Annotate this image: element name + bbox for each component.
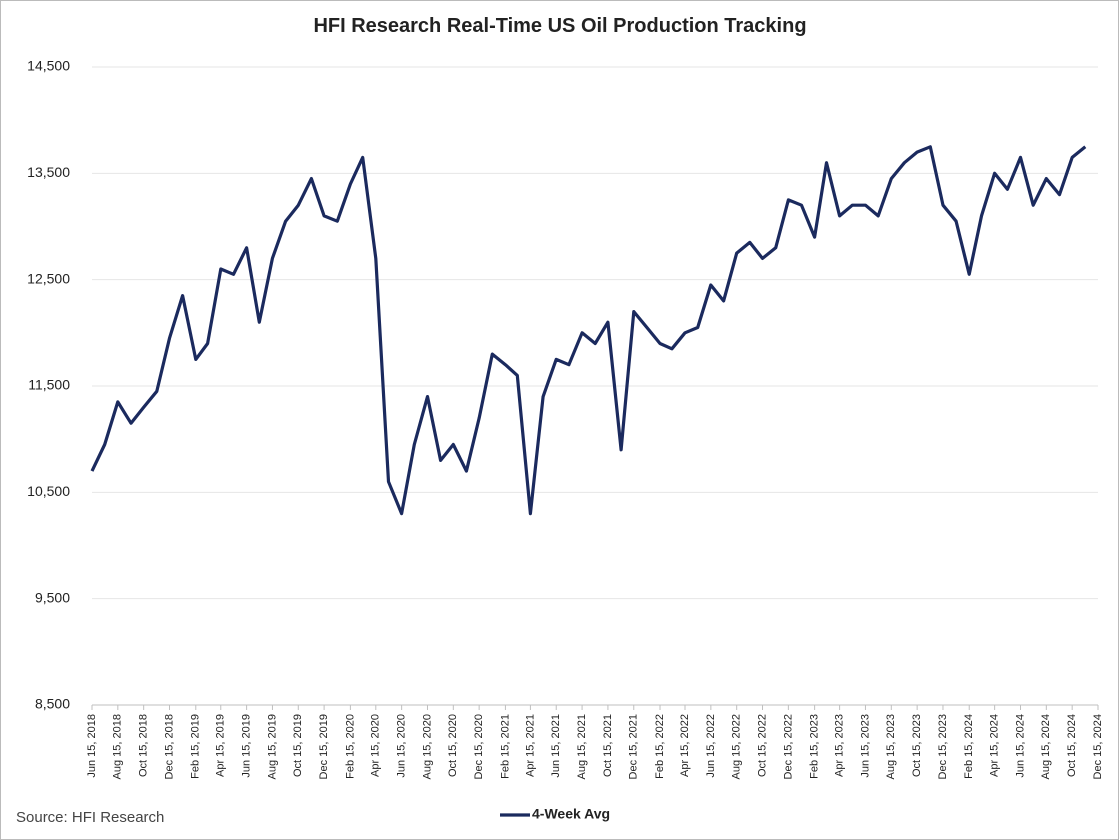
x-tick-label: Dec 15, 2022 bbox=[782, 714, 794, 779]
x-tick-label: Jun 15, 2021 bbox=[550, 714, 562, 778]
x-tick-label: Apr 15, 2022 bbox=[679, 714, 691, 777]
x-tick-label: Apr 15, 2019 bbox=[215, 714, 227, 777]
x-tick-label: Oct 15, 2022 bbox=[756, 714, 768, 777]
x-tick-label: Feb 15, 2022 bbox=[654, 714, 666, 779]
x-tick-label: Feb 15, 2024 bbox=[963, 714, 975, 779]
y-tick-label: 9,500 bbox=[35, 589, 70, 605]
x-tick-label: Aug 15, 2021 bbox=[576, 714, 588, 779]
x-tick-label: Feb 15, 2023 bbox=[809, 714, 821, 779]
x-tick-label: Apr 15, 2021 bbox=[524, 714, 536, 777]
x-tick-label: Oct 15, 2018 bbox=[138, 714, 150, 777]
x-tick-label: Feb 15, 2019 bbox=[190, 714, 202, 779]
x-tick-label: Feb 15, 2021 bbox=[499, 714, 511, 779]
source-note: Source: HFI Research bbox=[16, 809, 164, 826]
x-tick-label: Aug 15, 2024 bbox=[1040, 714, 1052, 779]
x-tick-label: Oct 15, 2024 bbox=[1066, 714, 1078, 777]
x-tick-label: Jun 15, 2022 bbox=[705, 714, 717, 778]
x-tick-label: Aug 15, 2020 bbox=[421, 714, 433, 779]
chart-title: HFI Research Real-Time US Oil Production… bbox=[313, 15, 806, 37]
legend-label: 4-Week Avg bbox=[532, 806, 610, 822]
x-tick-label: Jun 15, 2024 bbox=[1014, 714, 1026, 778]
x-tick-label: Jun 15, 2019 bbox=[241, 714, 253, 778]
x-tick-label: Apr 15, 2024 bbox=[989, 714, 1001, 777]
x-tick-label: Dec 15, 2019 bbox=[318, 714, 330, 779]
x-tick-label: Aug 15, 2022 bbox=[731, 714, 743, 779]
x-tick-label: Dec 15, 2021 bbox=[628, 714, 640, 779]
x-tick-label: Jun 15, 2018 bbox=[86, 714, 98, 778]
x-tick-label: Apr 15, 2023 bbox=[834, 714, 846, 777]
x-tick-label: Aug 15, 2023 bbox=[885, 714, 897, 779]
x-tick-label: Oct 15, 2020 bbox=[447, 714, 459, 777]
x-tick-label: Jun 15, 2023 bbox=[859, 714, 871, 778]
x-tick-label: Aug 15, 2019 bbox=[266, 714, 278, 779]
x-tick-label: Dec 15, 2024 bbox=[1092, 714, 1104, 779]
y-tick-label: 12,500 bbox=[27, 270, 70, 286]
x-tick-label: Dec 15, 2018 bbox=[163, 714, 175, 779]
y-tick-label: 8,500 bbox=[35, 696, 70, 712]
y-tick-label: 10,500 bbox=[27, 483, 70, 499]
y-tick-label: 11,500 bbox=[28, 377, 70, 393]
data-line bbox=[90, 145, 1087, 516]
x-tick-label: Aug 15, 2018 bbox=[112, 714, 124, 779]
x-tick-label: Oct 15, 2023 bbox=[911, 714, 923, 777]
x-tick-label: Dec 15, 2023 bbox=[937, 714, 949, 779]
x-tick-label: Oct 15, 2021 bbox=[602, 714, 614, 777]
x-tick-label: Dec 15, 2020 bbox=[473, 714, 485, 779]
x-tick-label: Apr 15, 2020 bbox=[370, 714, 382, 777]
y-tick-label: 14,500 bbox=[27, 58, 70, 74]
x-tick-label: Feb 15, 2020 bbox=[344, 714, 356, 779]
x-tick-label: Oct 15, 2019 bbox=[292, 714, 304, 777]
y-tick-label: 13,500 bbox=[27, 164, 70, 180]
x-tick-label: Jun 15, 2020 bbox=[396, 714, 408, 778]
